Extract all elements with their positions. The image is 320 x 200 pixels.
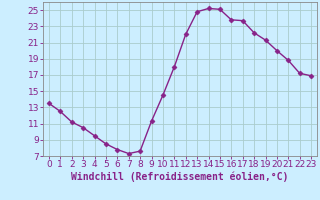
X-axis label: Windchill (Refroidissement éolien,°C): Windchill (Refroidissement éolien,°C) (71, 172, 289, 182)
